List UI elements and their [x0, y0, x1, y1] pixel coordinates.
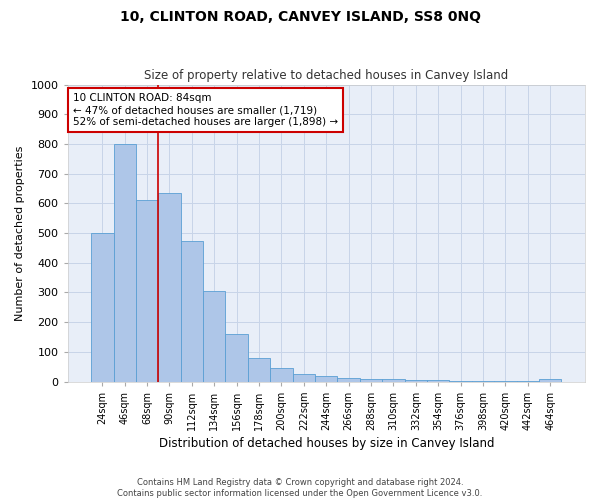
Bar: [270, 368, 293, 382]
Bar: [427, 380, 449, 382]
Bar: [404, 380, 427, 382]
Bar: [203, 291, 226, 382]
Bar: [158, 193, 181, 382]
Title: Size of property relative to detached houses in Canvey Island: Size of property relative to detached ho…: [144, 69, 508, 82]
Bar: [91, 233, 113, 382]
Bar: [136, 200, 158, 382]
Bar: [226, 334, 248, 382]
Bar: [360, 378, 382, 382]
Bar: [315, 376, 337, 382]
Bar: [248, 358, 270, 382]
Text: 10 CLINTON ROAD: 84sqm
← 47% of detached houses are smaller (1,719)
52% of semi-: 10 CLINTON ROAD: 84sqm ← 47% of detached…: [73, 94, 338, 126]
Y-axis label: Number of detached properties: Number of detached properties: [15, 146, 25, 320]
X-axis label: Distribution of detached houses by size in Canvey Island: Distribution of detached houses by size …: [158, 437, 494, 450]
Bar: [113, 144, 136, 382]
Text: 10, CLINTON ROAD, CANVEY ISLAND, SS8 0NQ: 10, CLINTON ROAD, CANVEY ISLAND, SS8 0NQ: [119, 10, 481, 24]
Text: Contains HM Land Registry data © Crown copyright and database right 2024.
Contai: Contains HM Land Registry data © Crown c…: [118, 478, 482, 498]
Bar: [337, 378, 360, 382]
Bar: [293, 374, 315, 382]
Bar: [539, 379, 562, 382]
Bar: [382, 379, 404, 382]
Bar: [181, 242, 203, 382]
Bar: [472, 381, 494, 382]
Bar: [449, 380, 472, 382]
